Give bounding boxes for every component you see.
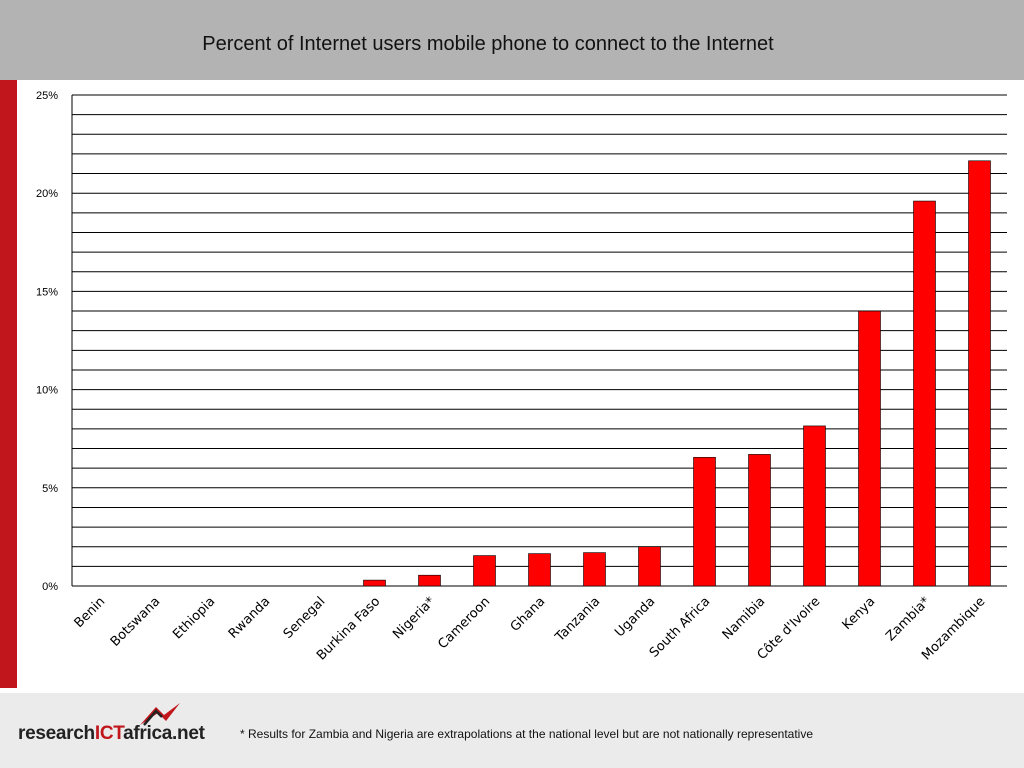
bar bbox=[583, 552, 606, 587]
footnote: * Results for Zambia and Nigeria are ext… bbox=[240, 727, 813, 741]
logo-prefix: research bbox=[18, 723, 95, 744]
y-tick-label: 20% bbox=[36, 188, 58, 200]
x-tick-label: Namibia bbox=[720, 594, 769, 643]
y-tick-label: 10% bbox=[36, 385, 58, 397]
logo-ict: ICT bbox=[94, 723, 124, 744]
x-tick-label: Uganda bbox=[612, 594, 658, 640]
x-tick-label: Botswana bbox=[108, 594, 164, 650]
bar-chart: 0% 5% 10% 15% 20% 25% Benin Botswana Ethiopia Rw… bbox=[36, 90, 1007, 664]
y-tick-label: 25% bbox=[36, 90, 58, 102]
x-tick-label: Tanzania bbox=[552, 594, 603, 645]
y-tick-label: 5% bbox=[42, 483, 58, 495]
footer: researchICTafrica.net * Results for Zamb… bbox=[0, 693, 1024, 768]
bar bbox=[473, 555, 496, 587]
x-tick-label: Senegal bbox=[281, 594, 329, 642]
x-tick-label: Benin bbox=[72, 594, 109, 631]
bar bbox=[693, 457, 716, 587]
y-tick-label: 0% bbox=[42, 581, 58, 593]
title-bar: Percent of Internet users mobile phone t… bbox=[0, 0, 1024, 80]
logo-suffix: africa.net bbox=[123, 723, 205, 744]
logo: researchICTafrica.net bbox=[18, 723, 205, 745]
bar bbox=[363, 579, 386, 587]
x-tick-label: Kenya bbox=[840, 594, 879, 633]
bar bbox=[638, 546, 661, 587]
bar bbox=[748, 454, 771, 587]
bar bbox=[803, 425, 826, 587]
bar bbox=[858, 310, 881, 587]
y-tick-label: 15% bbox=[36, 286, 58, 298]
chart-title: Percent of Internet users mobile phone t… bbox=[202, 33, 774, 55]
bar bbox=[968, 160, 991, 587]
bar bbox=[913, 200, 936, 587]
bar bbox=[418, 574, 441, 587]
x-tick-label: Nigeria* bbox=[390, 594, 438, 642]
accent-strip bbox=[0, 80, 17, 688]
x-tick-label: Ethiopia bbox=[170, 594, 218, 642]
logo-mark-icon bbox=[140, 703, 180, 726]
x-tick-label: Zambia* bbox=[883, 594, 933, 644]
x-tick-label: Cameroon bbox=[435, 594, 493, 652]
x-tick-label: Rwanda bbox=[226, 594, 273, 641]
bar bbox=[528, 553, 551, 587]
x-tick-label: Ghana bbox=[508, 594, 549, 635]
